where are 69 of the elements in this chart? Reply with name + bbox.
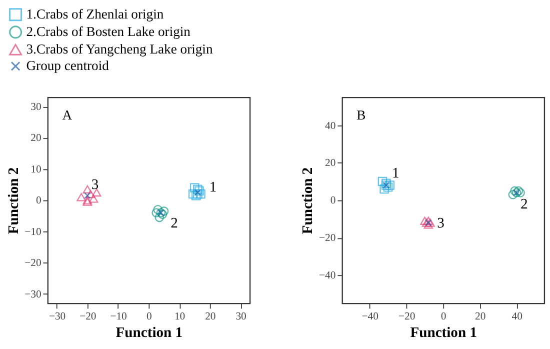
point [510, 186, 520, 196]
x-tick-label: 0 [440, 310, 446, 322]
point [88, 194, 98, 203]
y-tick-label: −20 [24, 257, 42, 270]
point [191, 190, 201, 200]
point [193, 184, 202, 194]
point [194, 189, 202, 196]
y-tick-label: 20 [325, 157, 336, 170]
y-tick-label: 30 [30, 101, 42, 114]
point [385, 180, 394, 190]
y-axis-title: Function 2 [300, 167, 316, 234]
y-tick-label: −20 [319, 232, 336, 244]
point [424, 219, 432, 226]
x-axis-title: Function 1 [410, 324, 477, 341]
annotation: 3 [437, 216, 444, 232]
annotation: A [62, 108, 72, 123]
annotation: 3 [91, 176, 99, 193]
x-tick-label: 10 [174, 310, 186, 322]
point [420, 216, 430, 225]
point [422, 218, 432, 227]
annotation: 2 [520, 196, 528, 212]
y-tick-label: 40 [325, 120, 336, 132]
point [76, 193, 86, 202]
y-tick-label: −30 [24, 288, 42, 300]
point [152, 208, 161, 218]
annotation: 2 [170, 215, 178, 232]
annotation: B [356, 108, 366, 123]
legend-label: 1.Crabs of Zhenlai origin [26, 6, 164, 22]
point [424, 216, 434, 225]
x-tick-label: −10 [110, 310, 127, 322]
legend-label: 3.Crabs of Yangcheng Lake origin [26, 42, 213, 57]
point [159, 206, 169, 216]
x-tick-label: −20 [80, 310, 96, 322]
point [193, 189, 202, 199]
point [154, 212, 164, 222]
point [378, 176, 388, 186]
point [382, 178, 391, 188]
point [194, 186, 204, 196]
x-tick-label: 20 [205, 310, 216, 322]
point [424, 220, 434, 229]
point [82, 185, 92, 194]
point [84, 192, 91, 200]
x-tick-label: −40 [362, 310, 378, 322]
x-tick-label: 40 [512, 310, 522, 322]
x-axis-title: Function 1 [116, 324, 183, 341]
point [426, 218, 435, 227]
y-tick-label: 10 [30, 163, 42, 176]
x-tick-label: 0 [146, 310, 152, 322]
annotation: 1 [392, 166, 400, 182]
point [92, 188, 102, 197]
y-tick-label: 0 [330, 194, 336, 207]
x-tick-label: 20 [475, 310, 486, 322]
point [86, 190, 96, 198]
point [380, 184, 389, 194]
x-tick-label: −30 [48, 310, 66, 322]
point [190, 183, 200, 192]
legend-label: Group centroid [26, 58, 110, 74]
y-tick-label: −10 [24, 226, 42, 238]
annotation: 1 [209, 179, 217, 196]
point [153, 204, 163, 214]
y-axis-title: Function 2 [6, 167, 22, 234]
y-tick-label: −40 [319, 270, 336, 282]
y-tick-label: 0 [36, 194, 42, 207]
legend-label: 2.Crabs of Bosten Lake origin [26, 24, 191, 40]
x-tick-label: 30 [236, 310, 246, 322]
y-tick-label: 20 [30, 132, 42, 144]
x-tick-label: −20 [398, 310, 416, 322]
point [383, 182, 393, 192]
point [196, 189, 206, 199]
